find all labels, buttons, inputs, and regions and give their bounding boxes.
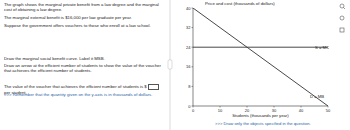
zoom-icon[interactable]: [340, 4, 344, 8]
y-tick-label: 0: [188, 104, 191, 109]
x-tick-label: 10: [218, 108, 223, 113]
y-tick: [192, 27, 194, 28]
chart-title: Price and cost (thousands of dollars): [205, 1, 275, 6]
y-tick-label: 16: [186, 64, 191, 69]
chart: Price and cost (thousands of dollars) 0 8 1…: [0, 0, 350, 130]
answer-input[interactable]: [148, 84, 159, 90]
series-line: [193, 8, 328, 106]
instruction-text: Draw an arrow at the efficient number of…: [4, 63, 162, 73]
y-tick: [192, 106, 194, 107]
plot-area: [193, 8, 328, 106]
x-tick-label: 0: [192, 108, 195, 113]
y-tick-label: 32: [186, 25, 191, 30]
y-tick: [192, 86, 194, 87]
y-tick-label: 8: [188, 84, 191, 89]
series-line: [193, 47, 328, 48]
x-axis: [193, 106, 328, 107]
y-tick: [192, 66, 194, 67]
x-tick-label: 40: [299, 108, 304, 113]
y-tick: [192, 8, 194, 9]
x-axis-label: Students (thousands per year): [232, 113, 289, 118]
hint-text: >>> Remember that the quantity given on …: [4, 92, 162, 97]
series-label: D = MB: [310, 94, 324, 99]
question-text: The marginal external benefit is $16,000…: [4, 15, 162, 20]
y-tick-label: 24: [186, 45, 191, 50]
y-axis: [193, 8, 194, 106]
popout-icon[interactable]: [340, 28, 344, 32]
x-tick-label: 50: [326, 108, 331, 113]
divider-handle[interactable]: [168, 60, 172, 69]
instruction-text: Draw the marginal social benefit curve. …: [4, 56, 162, 61]
answer-before: The value of the voucher that achieves t…: [4, 84, 147, 89]
series-label: S = MC: [315, 45, 329, 50]
y-tick-label: 40: [186, 6, 191, 11]
chart-note: >>> Draw only the objects specified in t…: [215, 121, 311, 126]
y-tick: [192, 47, 194, 48]
zoom-out-icon[interactable]: [340, 16, 344, 20]
question-text: Suppose the government offers vouchers t…: [4, 23, 162, 28]
question-text: The graph shows the marginal private ben…: [4, 2, 162, 12]
zoom-icon: [344, 8, 346, 10]
